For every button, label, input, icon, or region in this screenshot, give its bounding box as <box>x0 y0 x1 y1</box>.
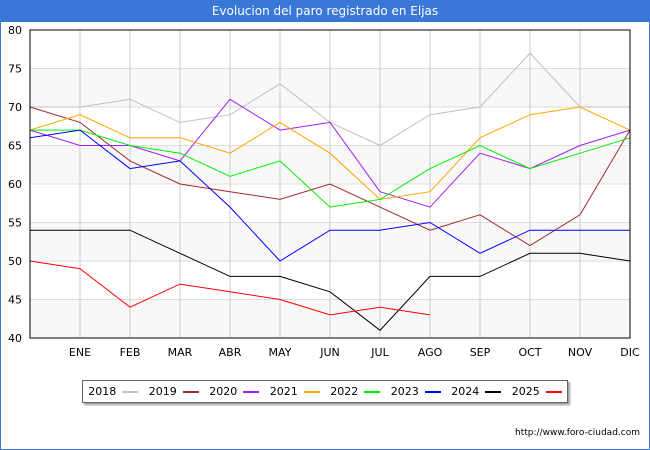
y-tick-label: 75 <box>8 63 22 76</box>
y-tick-label: 50 <box>8 255 22 268</box>
series-line-2024 <box>30 229 631 331</box>
legend-label: 2021 <box>269 385 298 398</box>
legend-item-2021: 2021 <box>270 385 320 398</box>
legend-swatch <box>303 390 320 393</box>
series-line-2022 <box>30 129 631 208</box>
y-tick-label: 65 <box>8 140 22 153</box>
x-tick-label: FEB <box>120 346 141 359</box>
x-tick-label: ABR <box>219 346 242 359</box>
legend-label: 2023 <box>390 385 419 398</box>
legend-swatch <box>364 390 381 393</box>
x-tick-label: AGO <box>418 346 443 359</box>
legend-label: 2022 <box>330 385 359 398</box>
legend-swatch <box>243 390 260 393</box>
source-url: http://www.foro-ciudad.com <box>515 428 640 438</box>
y-tick-label: 80 <box>8 24 22 37</box>
x-tick-label: ENE <box>69 346 91 359</box>
legend-label: 2024 <box>451 385 480 398</box>
legend-label: 2018 <box>88 385 117 398</box>
legend-item-2023: 2023 <box>391 385 441 398</box>
legend-swatch <box>424 390 441 393</box>
legend-item-2022: 2022 <box>330 385 381 398</box>
legend-swatch <box>122 390 139 393</box>
series-line-2025 <box>29 260 431 316</box>
x-tick-label: DIC <box>620 346 640 359</box>
x-tick-label: MAR <box>168 346 193 359</box>
legend-swatch <box>182 390 199 393</box>
legend-label: 2019 <box>148 385 177 398</box>
x-tick-label: NOV <box>568 346 593 359</box>
legend-swatch <box>545 390 562 393</box>
legend-item-2019: 2019 <box>149 385 199 398</box>
x-tick-label: JUL <box>370 346 389 359</box>
y-tick-label: 55 <box>8 217 22 230</box>
chart-title: Evolucion del paro registrado en Eljas <box>0 0 650 22</box>
x-tick-label: MAY <box>269 346 292 359</box>
x-tick-label: SEP <box>470 346 491 359</box>
plot-border <box>29 29 631 339</box>
series-line-2021 <box>29 106 631 200</box>
series-line-2023 <box>29 129 630 262</box>
legend-item-2024: 2024 <box>451 385 502 398</box>
legend-item-2018: 2018 <box>88 385 139 398</box>
legend-label: 2020 <box>209 385 238 398</box>
series-line-2019 <box>29 106 631 247</box>
legend: 2018 2019 2020 2021 2022 2023 2024 2025 <box>82 380 568 403</box>
y-tick-label: 40 <box>8 332 22 345</box>
legend-swatch <box>485 390 502 393</box>
x-tick-label: OCT <box>518 346 541 359</box>
legend-item-2025: 2025 <box>512 385 562 398</box>
y-tick-label: 45 <box>8 294 22 307</box>
legend-item-2020: 2020 <box>209 385 260 398</box>
legend-label: 2025 <box>511 385 540 398</box>
y-tick-label: 70 <box>8 101 22 114</box>
y-tick-label: 60 <box>8 178 22 191</box>
x-tick-label: JUN <box>319 346 340 359</box>
